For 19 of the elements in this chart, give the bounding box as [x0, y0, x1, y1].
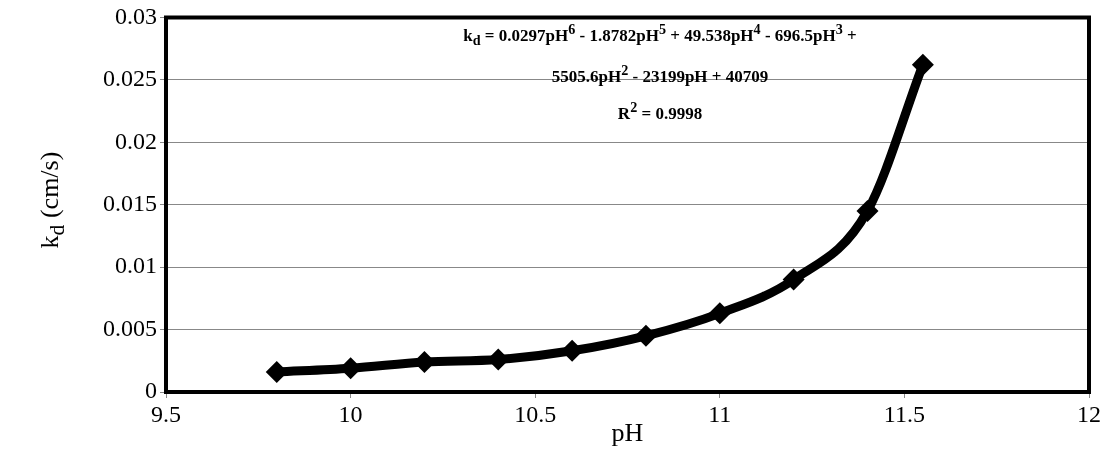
- point: [856, 199, 879, 222]
- x-tick-label: 10: [338, 400, 363, 427]
- point: [782, 268, 805, 291]
- y-tick-label: 0.01: [115, 252, 157, 279]
- x-axis-title: pH: [611, 418, 644, 448]
- point: [634, 324, 657, 347]
- x-tick-label: 12: [1077, 400, 1101, 427]
- annotation: R$^{2}$ = 0.9998: [616, 97, 704, 125]
- y-tick-label: 0.015: [103, 190, 157, 216]
- text: k$_{d}$ = 0.0297pH$^{6}$ - 1.8782pH$^{5}$ + 49.538pH$^{4}$ - 696.5pH$^{3}$ + 5505.6pH$^{2}$ - 23199pH + 40709: [463, 21, 857, 86]
- y-tick-label: 0.025: [103, 65, 157, 92]
- x-tick-label: 10.5: [514, 400, 557, 427]
- x-tick-label: 11.5: [883, 400, 925, 427]
- y-tick-label: 0.03: [115, 2, 157, 29]
- point: [911, 53, 934, 76]
- y-tick-label: 0.02: [115, 127, 157, 154]
- point: [708, 302, 731, 325]
- y-tick-label: 0.005: [103, 314, 157, 341]
- x-tick-label: 11: [708, 400, 732, 427]
